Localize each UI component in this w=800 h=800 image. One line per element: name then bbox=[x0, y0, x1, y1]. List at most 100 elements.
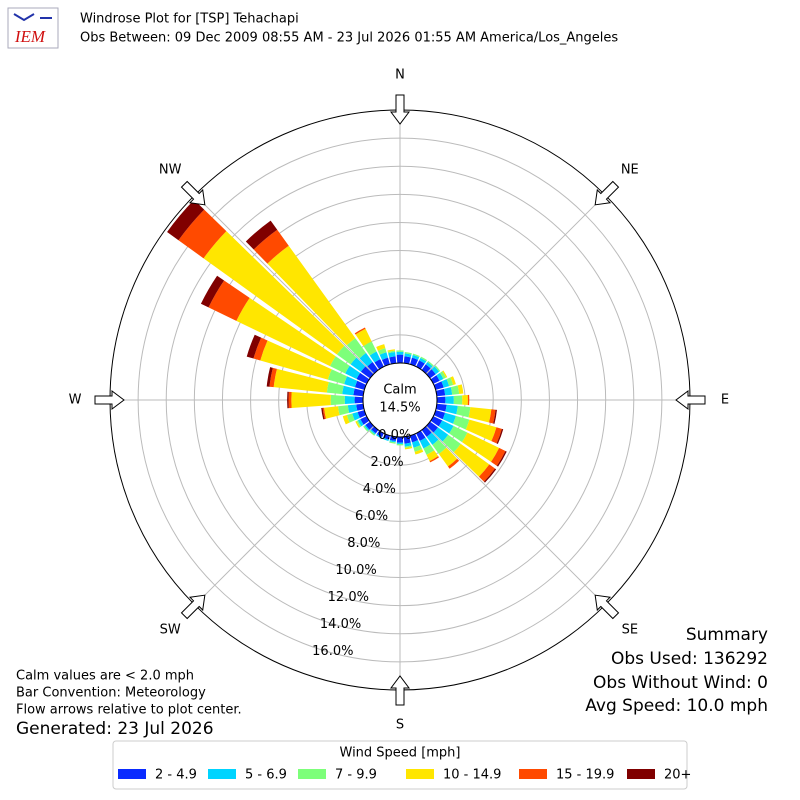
bar-segment bbox=[491, 427, 502, 444]
legend-label: 10 - 14.9 bbox=[443, 768, 501, 783]
bar-segment bbox=[266, 367, 273, 387]
bar-segment bbox=[457, 384, 464, 394]
legend-swatch bbox=[627, 769, 655, 779]
bar-segment bbox=[436, 396, 446, 404]
bar-segment bbox=[346, 413, 355, 423]
bar-segment bbox=[324, 406, 340, 419]
bar-segment bbox=[336, 345, 357, 365]
compass-label: N bbox=[395, 68, 405, 83]
bar-segment bbox=[246, 334, 262, 359]
bar-segment bbox=[376, 430, 384, 438]
bar-segment bbox=[439, 371, 446, 380]
bar-segment bbox=[389, 435, 397, 442]
bar-segment bbox=[376, 344, 386, 351]
bar-segment bbox=[453, 395, 463, 405]
bar-segment bbox=[449, 425, 468, 443]
bar-segment bbox=[423, 444, 435, 455]
r-tick-label: 10.0% bbox=[335, 563, 376, 578]
bar-segment bbox=[377, 348, 387, 355]
bar-segment bbox=[435, 388, 446, 397]
bar-segment bbox=[354, 396, 364, 404]
legend-label: 7 - 9.9 bbox=[335, 768, 377, 783]
bar-segment bbox=[414, 449, 424, 455]
bar-segment bbox=[425, 362, 433, 369]
bar-segment bbox=[456, 405, 471, 418]
bar-segment bbox=[396, 436, 404, 443]
bar-segment bbox=[419, 357, 427, 364]
bar-segment bbox=[410, 357, 419, 367]
bar-segment bbox=[444, 387, 453, 396]
bar-segment bbox=[338, 405, 350, 416]
bar-segment bbox=[379, 352, 389, 360]
bar-segment bbox=[360, 416, 370, 425]
bar-segment bbox=[465, 419, 497, 442]
note: Flow arrows relative to plot center. bbox=[16, 703, 242, 718]
bar-segment bbox=[356, 403, 365, 411]
legend-title: Wind Speed [mph] bbox=[340, 746, 461, 761]
bar-segment bbox=[410, 433, 419, 443]
bar-segment bbox=[467, 394, 470, 406]
bar-segment bbox=[426, 432, 439, 445]
compass-label: E bbox=[721, 393, 729, 408]
bar-segment bbox=[354, 380, 367, 390]
bar-segment bbox=[342, 385, 355, 396]
legend-label: 5 - 6.9 bbox=[245, 768, 287, 783]
logo: IEM bbox=[7, 7, 59, 49]
bar-segment bbox=[442, 434, 461, 453]
bar-segment bbox=[468, 407, 492, 423]
bar-segment bbox=[178, 209, 227, 259]
bar-segment bbox=[369, 351, 381, 363]
calm-value: 14.5% bbox=[379, 401, 420, 416]
flow-arrow bbox=[390, 675, 410, 706]
bar-segment bbox=[342, 415, 350, 425]
bar-segment bbox=[461, 432, 500, 462]
r-tick-label: 12.0% bbox=[328, 590, 369, 605]
bar-segment bbox=[376, 434, 383, 439]
bar-segment bbox=[426, 450, 439, 462]
bar-segment bbox=[352, 411, 360, 421]
bar-segment bbox=[429, 456, 439, 463]
bar-segment bbox=[363, 341, 377, 356]
bar-segment bbox=[396, 351, 404, 355]
bar-segment bbox=[346, 338, 367, 359]
bar-segment bbox=[396, 443, 404, 446]
legend-swatch bbox=[298, 769, 326, 779]
bar-segment bbox=[382, 437, 389, 442]
bar-segment bbox=[434, 365, 441, 372]
r-tick-label: 4.0% bbox=[363, 482, 396, 497]
bar-segment bbox=[416, 430, 426, 441]
r-tick-label: 16.0% bbox=[312, 644, 353, 659]
spoke bbox=[425, 194, 606, 375]
bar-segment bbox=[363, 425, 369, 432]
bar-segment bbox=[446, 377, 454, 387]
bar-segment bbox=[364, 424, 370, 431]
bar-segment bbox=[353, 388, 365, 397]
legend-label: 2 - 4.9 bbox=[155, 768, 197, 783]
bar-segment bbox=[388, 352, 396, 358]
bar-segment bbox=[370, 429, 376, 435]
bar-segment bbox=[491, 447, 506, 466]
bar-segment bbox=[421, 426, 432, 437]
bar-segment bbox=[371, 426, 379, 434]
bar-segment bbox=[330, 394, 345, 406]
bar-segment bbox=[462, 395, 468, 405]
bar-segment bbox=[253, 229, 289, 264]
bar-segment bbox=[374, 359, 384, 370]
bar-segment bbox=[433, 427, 449, 442]
bar-segment bbox=[167, 199, 205, 241]
bar-segment bbox=[273, 368, 329, 393]
bar-segment bbox=[404, 353, 412, 358]
bar-segment bbox=[419, 437, 431, 449]
bar-segment bbox=[404, 352, 412, 355]
bar-segment bbox=[452, 415, 470, 430]
bar-segment bbox=[245, 220, 278, 250]
bar-segment bbox=[288, 391, 292, 409]
bar-segment bbox=[396, 354, 404, 364]
bar-segment bbox=[326, 381, 344, 395]
bar-segment bbox=[420, 356, 428, 362]
bar-segment bbox=[360, 366, 374, 379]
bar-segment bbox=[403, 356, 411, 365]
bar-segment bbox=[381, 357, 390, 367]
spoke bbox=[425, 425, 606, 606]
bar-segment bbox=[322, 407, 326, 420]
